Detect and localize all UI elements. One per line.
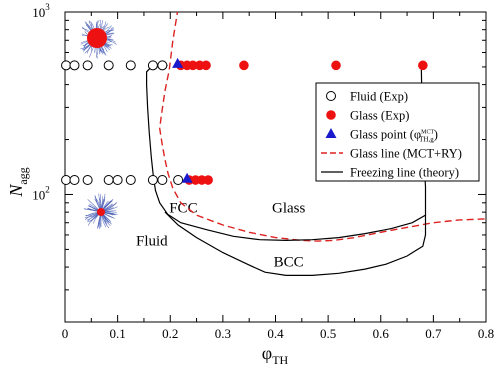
legend-label: Fluid (Exp) (350, 90, 408, 104)
axis-ticks: 0 0.1 0.2 0.3 0.4 0.5 0.6 0.7 0.8 102 103 (32, 2, 494, 341)
filled-circle-point (201, 60, 211, 71)
x-tick-label: 0 (62, 326, 69, 341)
filled-circle-point (203, 175, 213, 185)
glass-line-series (158, 12, 486, 242)
legend-label: Glass line (MCT+RY) (350, 147, 462, 161)
freezing-line-series (164, 211, 427, 276)
open-circle-point (103, 60, 114, 71)
x-axis-label: φTH (262, 343, 289, 367)
open-circle-point (82, 175, 93, 186)
legend-label: Glass (Exp) (350, 109, 409, 123)
filled-circle-point (331, 60, 341, 71)
freezing-line-series (146, 64, 427, 242)
legend-label: Glass point (φMCT TH,g) (350, 128, 438, 144)
region-labels: FCC Glass Fluid BCC (136, 200, 305, 270)
legend-swatch (325, 128, 337, 138)
open-circle-point (147, 60, 158, 71)
x-tick-label: 0.3 (215, 326, 231, 341)
triangle-point (172, 57, 184, 68)
open-circle-point (69, 60, 80, 71)
triangle-point (181, 172, 193, 183)
legend: Fluid (Exp) Glass (Exp) Glass point (φMCT T… (315, 82, 480, 182)
axis-labels: φTH Nagg (6, 167, 289, 367)
micelle-illustration-large (80, 19, 117, 59)
x-tick-label: 0.2 (162, 326, 178, 341)
legend-label: Freezing line (theory) (350, 166, 459, 180)
x-tick-label: 0.8 (478, 326, 494, 341)
x-tick-label: 0.7 (425, 326, 442, 341)
open-circle-point (112, 175, 123, 186)
legend-swatch (326, 110, 336, 120)
micelle-core (87, 28, 107, 48)
x-tick-label: 0.1 (110, 326, 126, 341)
open-circle-point (157, 60, 168, 71)
open-circle-point (125, 60, 136, 71)
x-tick-label: 0.4 (267, 326, 284, 341)
region-label: BCC (274, 254, 304, 270)
micelle-illustration-small (83, 193, 118, 230)
x-tick-label: 0.5 (320, 326, 336, 341)
filled-circle-point (188, 60, 198, 71)
legend-box (315, 82, 480, 182)
open-circle-point (173, 175, 184, 186)
open-circle-point (157, 175, 168, 186)
open-circle-point (61, 60, 72, 71)
y-axis-label: Nagg (6, 167, 30, 197)
region-label: Fluid (136, 233, 168, 249)
series-lines (146, 12, 486, 276)
open-circle-point (103, 175, 114, 186)
y-tick-label: 103 (32, 2, 50, 20)
open-circle-point (147, 175, 158, 186)
open-circle-point (61, 175, 72, 186)
y-tick-label: 102 (32, 184, 50, 202)
region-label: FCC (169, 200, 197, 216)
open-circle-point (82, 60, 93, 71)
open-circle-point (125, 175, 136, 186)
series-markers (61, 57, 428, 186)
region-label: Glass (272, 200, 305, 216)
micelle-core (97, 208, 105, 216)
legend-swatch (326, 91, 336, 101)
filled-circle-point (418, 60, 428, 71)
open-circle-point (69, 175, 80, 186)
filled-circle-point (239, 60, 249, 71)
x-tick-label: 0.6 (373, 326, 390, 341)
